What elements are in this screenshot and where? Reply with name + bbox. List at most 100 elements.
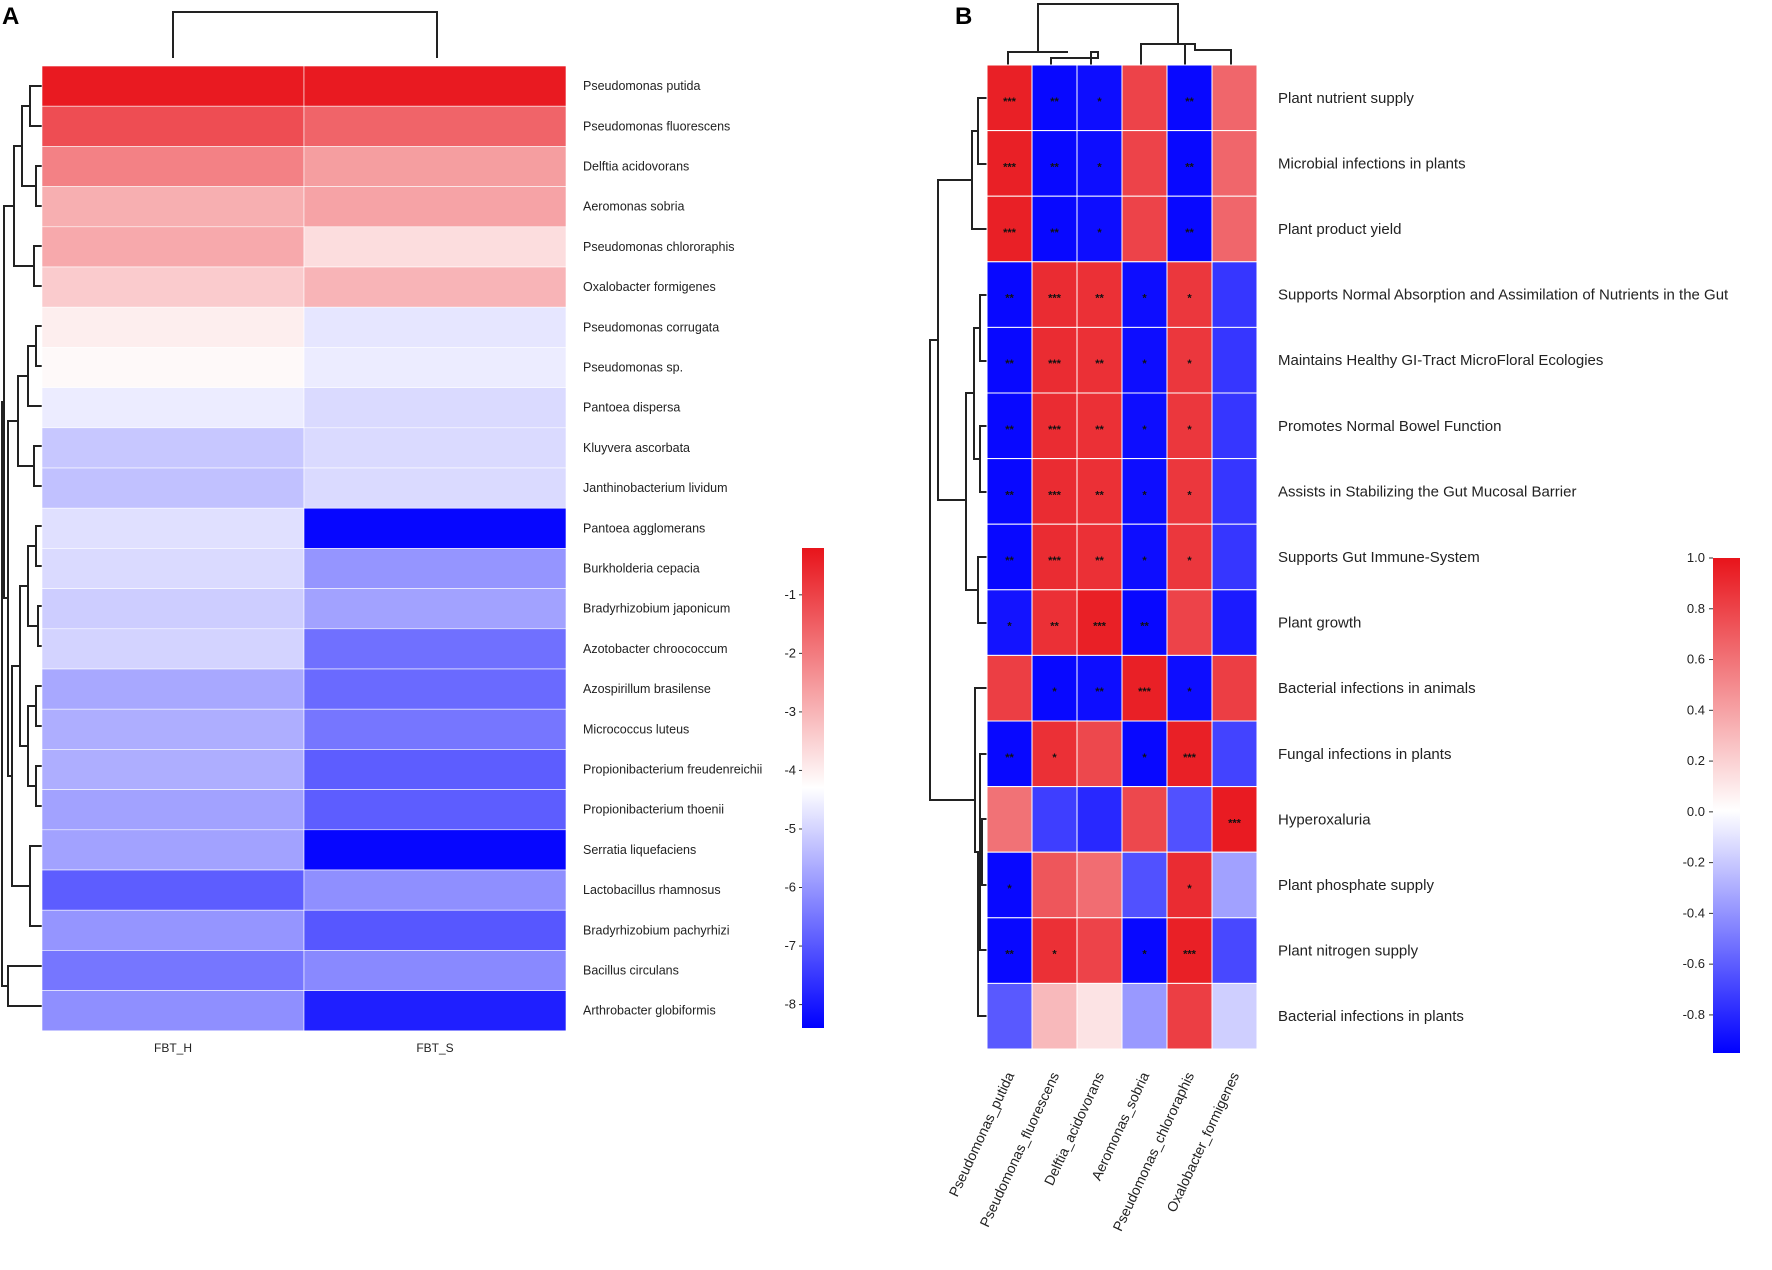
heatmap-a-row-label: Pantoea agglomerans (583, 521, 705, 535)
colorbar-b-tick-label: 0.0 (1687, 804, 1705, 819)
heatmap-b-cell (1121, 326, 1168, 394)
heatmap-b-cell (1076, 786, 1123, 853)
heatmap-a-row-label: Pantoea dispersa (583, 401, 680, 415)
panel-b-legend: 1.0 0.8 0.6 0.4 0.2 0.0 -0.2 -0.4 -0.6 -0.8 (1683, 550, 1740, 1053)
heatmap-a-cell (303, 909, 567, 951)
heatmap-a-cell (303, 306, 567, 348)
heatmap-b-cell (1166, 654, 1213, 722)
significance-mark: ** (1185, 96, 1194, 108)
colorbar-b-tick-label: 0.8 (1687, 601, 1705, 616)
heatmap-b-cell (1166, 523, 1213, 591)
significance-mark: *** (1048, 293, 1062, 305)
heatmap-b-column-label: Pseudomonas_chlororaphis (1109, 1070, 1197, 1234)
heatmap-a-row-label: Micrococcus luteus (583, 722, 689, 736)
colorbar-a-tick-label: -3 (784, 704, 796, 719)
heatmap-a-row-label: Propionibacterium freudenreichii (583, 763, 762, 777)
heatmap-a-row-label: Pseudomonas putida (583, 79, 700, 93)
panel-b-significance-marks: *** ** * ***** ** * ***** ** * **** *** ** * *** *** **… (1003, 96, 1242, 961)
significance-mark: ** (1005, 358, 1014, 370)
heatmap-b-cell (1076, 917, 1123, 984)
heatmap-b-cell (1211, 523, 1258, 591)
heatmap-b-cell (986, 64, 1033, 132)
heatmap-a-row-label: Janthinobacterium lividum (583, 481, 728, 495)
heatmap-a-cell (303, 266, 567, 308)
heatmap-a-cell (303, 186, 567, 228)
significance-mark: * (1052, 949, 1057, 961)
heatmap-b-cell (1031, 195, 1078, 263)
colorbar-a-tick-label: -6 (784, 880, 796, 895)
heatmap-b-row-label: Bacterial infections in animals (1278, 680, 1476, 697)
heatmap-b-cell (1031, 982, 1078, 1050)
significance-mark: * (1187, 686, 1192, 698)
panel-b-column-labels: Pseudomonas_putidaPseudomonas_fluorescen… (945, 1069, 1242, 1233)
heatmap-b-cell (1076, 64, 1123, 132)
heatmap-b-cell (1031, 458, 1078, 525)
heatmap-a-cell (303, 548, 567, 589)
significance-mark: ** (1185, 161, 1194, 173)
significance-mark: *** (1003, 96, 1017, 108)
heatmap-a-cell (303, 749, 567, 790)
heatmap-a-cell (303, 869, 567, 911)
heatmap-a-cell (41, 909, 305, 951)
colorbar-b-tick-label: 1.0 (1687, 550, 1705, 565)
heatmap-b-row-label: Plant nitrogen supply (1278, 943, 1419, 960)
significance-mark: * (1097, 227, 1102, 239)
colorbar-a-tick-label: -4 (784, 762, 796, 777)
heatmap-a-cell (41, 387, 305, 429)
significance-mark: * (1097, 96, 1102, 108)
heatmap-b-cell (1121, 917, 1168, 984)
heatmap-b-cell (1121, 982, 1168, 1050)
heatmap-b-cell (1076, 130, 1123, 197)
heatmap-a-cell (41, 186, 305, 228)
heatmap-a-cell (41, 266, 305, 308)
heatmap-a-cell (303, 588, 567, 630)
heatmap-a-row-label: Lactobacillus rhamnosus (583, 883, 721, 897)
heatmap-b-row-label: Plant product yield (1278, 221, 1401, 238)
heatmap-a-row-label: Pseudomonas fluorescens (583, 119, 730, 133)
heatmap-a-cell (41, 427, 305, 469)
significance-mark: * (1187, 424, 1192, 436)
colorbar-a-tick-label: -5 (784, 821, 796, 836)
significance-mark: * (1097, 161, 1102, 173)
significance-mark: ** (1005, 555, 1014, 567)
heatmap-b-cell (1031, 589, 1078, 656)
heatmap-b-cell (986, 917, 1033, 984)
colorbar-a-tick-label: -1 (784, 587, 796, 602)
heatmap-b-row-label: Microbial infections in plants (1278, 155, 1466, 172)
panel-a-colorbar (802, 548, 824, 1028)
significance-mark: *** (1093, 621, 1107, 633)
colorbar-b-tick-label: -0.2 (1683, 855, 1705, 870)
heatmap-b-cell (1076, 195, 1123, 263)
heatmap-b-cell (1031, 917, 1078, 984)
significance-mark: *** (1003, 227, 1017, 239)
heatmap-b-cell (1031, 130, 1078, 197)
colorbar-a-tick-label: -8 (784, 997, 796, 1012)
significance-mark: * (1142, 293, 1147, 305)
heatmap-a-cell (41, 668, 305, 710)
heatmap-a-cell (303, 387, 567, 429)
heatmap-b-cell (1211, 786, 1258, 853)
panel-a-row-labels: Pseudomonas putida Pseudomonas fluorescen… (583, 79, 762, 1018)
significance-mark: *** (1183, 949, 1197, 961)
heatmap-b-row-label: Plant nutrient supply (1278, 90, 1414, 107)
heatmap-b-cell (986, 195, 1033, 263)
significance-mark: ** (1095, 358, 1104, 370)
significance-mark: * (1187, 883, 1192, 895)
significance-mark: ** (1005, 293, 1014, 305)
heatmap-b-cell (986, 720, 1033, 788)
heatmap-b-cell (1031, 326, 1078, 394)
heatmap-a-row-label: Serratia liquefaciens (583, 843, 696, 857)
heatmap-b-cell (1076, 851, 1123, 919)
significance-mark: * (1007, 883, 1012, 895)
heatmap-b-cell (986, 786, 1033, 853)
heatmap-b-cell (1121, 786, 1168, 853)
heatmap-a-row-label: Pseudomonas corrugata (583, 320, 719, 334)
heatmap-a-cell (41, 588, 305, 630)
heatmap-a-row-label: Oxalobacter formigenes (583, 280, 716, 294)
heatmap-b-cell (986, 326, 1033, 394)
panel-a-label: A (2, 3, 19, 30)
heatmap-b-row-label: Hyperoxaluria (1278, 811, 1371, 828)
heatmap-b-cell (1211, 982, 1258, 1050)
heatmap-b-cell (1211, 130, 1258, 197)
colorbar-b-tick-label: 0.2 (1687, 753, 1705, 768)
